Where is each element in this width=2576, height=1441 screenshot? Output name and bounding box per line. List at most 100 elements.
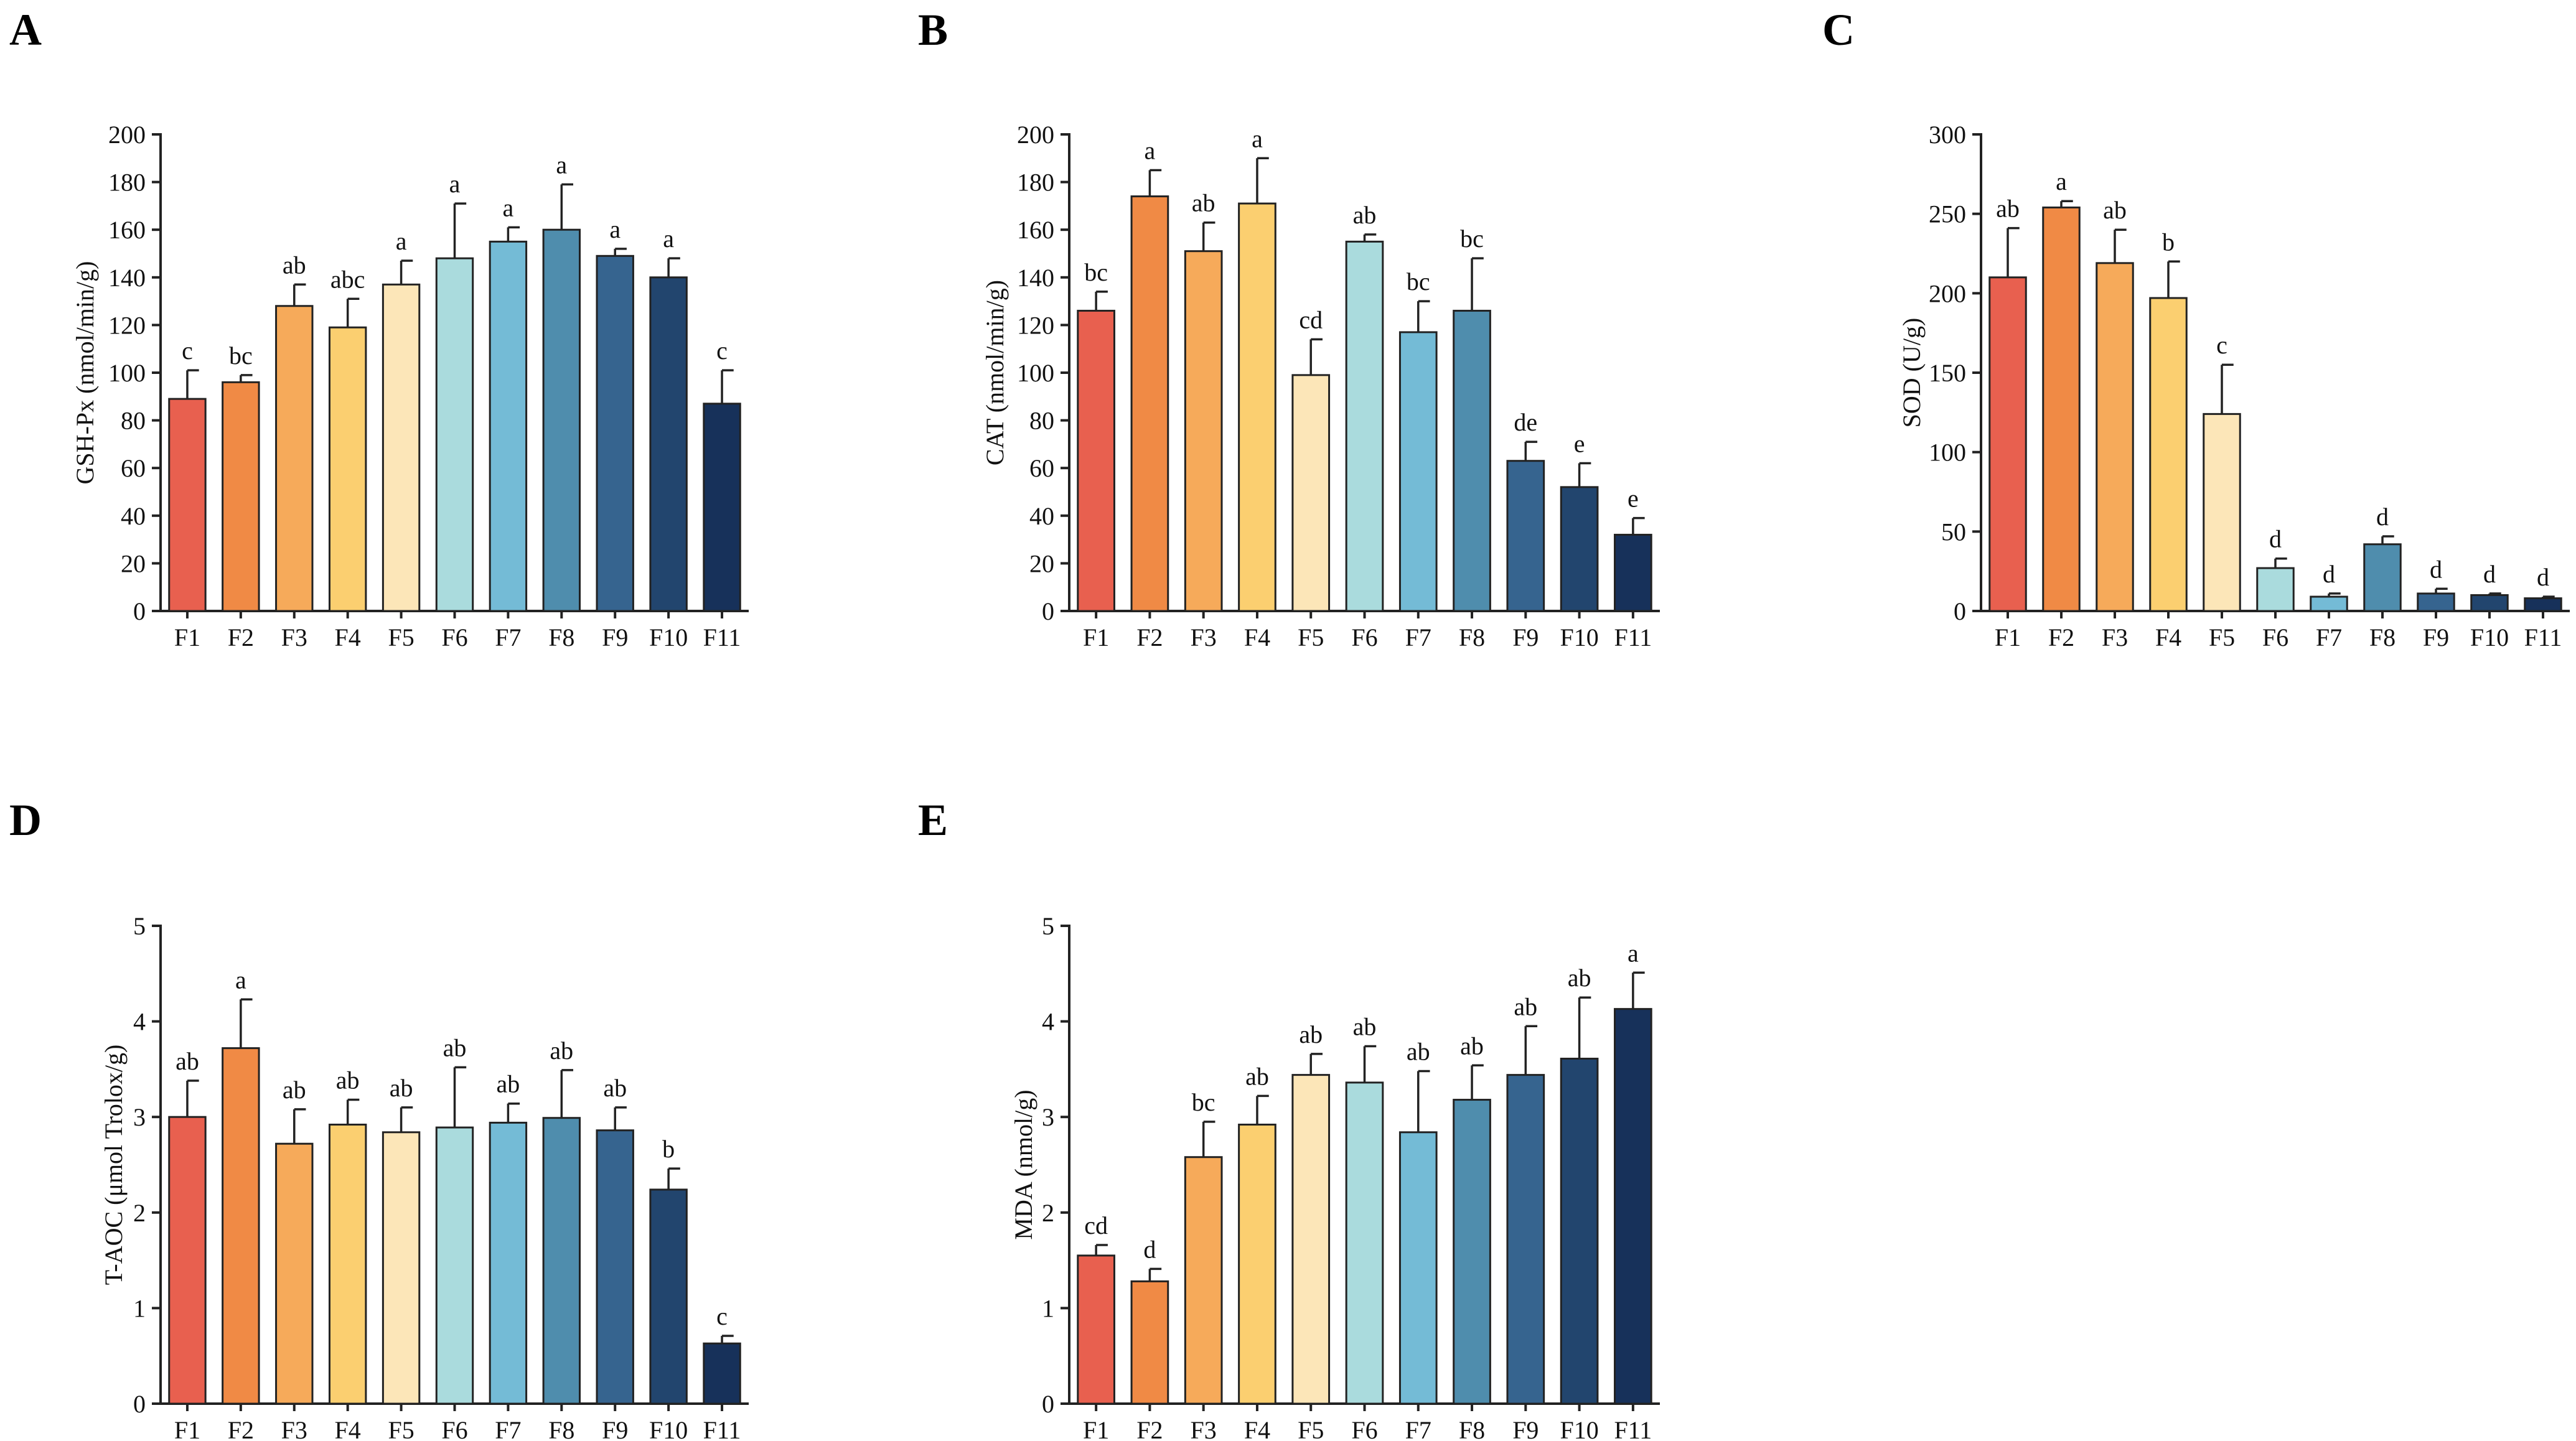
bar-f1: [1077, 1254, 1115, 1405]
bar-f6: [1345, 1081, 1384, 1405]
significance-label: a: [2056, 167, 2067, 195]
significance-label: d: [2430, 555, 2442, 583]
bar-f2: [1130, 195, 1169, 612]
bar-f3: [1184, 1156, 1223, 1405]
x-tick-label: F10: [649, 623, 688, 651]
significance-label: a: [663, 225, 674, 253]
y-tick-label: 5: [133, 912, 146, 940]
y-tick-label: 120: [1017, 311, 1054, 339]
bar-f1: [168, 1116, 207, 1405]
y-tick-label: 100: [108, 359, 146, 387]
significance-label: ab: [176, 1047, 199, 1075]
y-tick-label: 100: [1929, 439, 1966, 467]
x-tick-label: F8: [548, 623, 574, 651]
bar-f2: [1130, 1280, 1169, 1405]
chart-panel-a: A 0 20 40 60 80 100 120 140 160 180 200 GSH-Px (nmol…: [9, 5, 749, 651]
significance-label: d: [2376, 503, 2389, 531]
y-tick-label: 4: [1042, 1008, 1054, 1036]
x-tick-label: F10: [649, 1416, 688, 1441]
x-tick-label: F5: [1298, 623, 1324, 651]
bar-f5: [1291, 374, 1331, 612]
significance-label: c: [716, 337, 728, 365]
bar-f11: [2524, 597, 2562, 612]
significance-label: d: [2323, 560, 2335, 588]
x-tick-label: F3: [281, 1416, 307, 1441]
x-tick-label: F6: [441, 623, 467, 651]
significance-label: de: [1514, 408, 1537, 436]
x-tick-label: F1: [174, 623, 200, 651]
x-tick-label: F9: [1512, 1416, 1539, 1441]
y-tick-label: 50: [1941, 518, 1966, 546]
y-axis-label: MDA (nmol/g): [1009, 1089, 1037, 1239]
bar-f9: [596, 1129, 634, 1405]
x-tick-label: F5: [388, 1416, 414, 1441]
panel-letter: C: [1822, 5, 1855, 55]
y-tick-label: 0: [1042, 597, 1054, 625]
chart-panel-d: D 0 1 2 3 4 5 T-AOC (μmol Trolox/g) ab F1 a F2 ab F3 a…: [9, 795, 749, 1441]
x-tick-label: F9: [1512, 623, 1539, 651]
significance-label: ab: [1299, 1020, 1323, 1048]
bar-f9: [1506, 460, 1545, 612]
bar-f6: [1345, 240, 1384, 612]
significance-label: bc: [1460, 225, 1484, 253]
bar-f3: [1184, 250, 1223, 612]
y-axis-label: CAT (nmol/min/g): [981, 280, 1009, 465]
x-tick-label: F4: [335, 1416, 361, 1441]
bar-f11: [1614, 1008, 1652, 1405]
x-tick-label: F4: [1244, 623, 1270, 651]
significance-label: d: [2537, 563, 2549, 591]
significance-label: a: [396, 227, 407, 255]
x-tick-label: F6: [1351, 623, 1377, 651]
bar-f7: [2310, 595, 2348, 612]
y-axis-label: T-AOC (μmol Trolox/g): [100, 1045, 128, 1285]
significance-label: ab: [550, 1037, 573, 1065]
significance-label: ab: [1245, 1062, 1269, 1090]
y-tick-label: 150: [1929, 359, 1966, 387]
y-tick-label: 200: [108, 121, 146, 149]
bar-f7: [489, 240, 528, 612]
significance-label: ab: [1568, 964, 1591, 992]
significance-label: a: [1628, 939, 1639, 967]
bar-f7: [1398, 331, 1438, 612]
bar-f8: [1453, 1099, 1491, 1405]
x-tick-label: F11: [1614, 623, 1652, 651]
bar-f3: [2096, 262, 2134, 612]
bar-f11: [1614, 533, 1652, 612]
y-tick-label: 20: [1029, 549, 1054, 577]
bar-f1: [1077, 309, 1115, 612]
x-tick-label: F2: [228, 623, 254, 651]
significance-label: a: [1145, 136, 1156, 164]
significance-label: ab: [497, 1070, 520, 1098]
significance-label: ab: [283, 1076, 306, 1104]
bar-f11: [703, 1342, 741, 1405]
y-tick-label: 3: [1042, 1103, 1054, 1131]
x-tick-label: F7: [1405, 1416, 1431, 1441]
y-tick-label: 80: [121, 407, 146, 435]
bar-f9: [596, 254, 634, 612]
y-tick-label: 250: [1929, 200, 1966, 228]
y-tick-label: 140: [108, 264, 146, 292]
y-tick-label: 40: [121, 502, 146, 530]
bar-f9: [2417, 592, 2455, 612]
significance-label: d: [2269, 525, 2282, 553]
chart-panel-e: E 0 1 2 3 4 5 MDA (nmol/g) cd F1 d F2 bc F3 ab F4 ab F5 ab…: [918, 795, 1660, 1441]
x-tick-label: F7: [495, 1416, 521, 1441]
bar-f8: [542, 228, 581, 612]
panel-letter: D: [9, 795, 42, 845]
bar-f1: [168, 398, 207, 612]
bar-f4: [328, 326, 367, 612]
y-tick-label: 60: [1029, 454, 1054, 482]
x-tick-label: F4: [335, 623, 361, 651]
y-tick-label: 3: [133, 1103, 146, 1131]
x-tick-label: F10: [1560, 1416, 1598, 1441]
y-tick-label: 1: [1042, 1294, 1054, 1322]
x-tick-label: F8: [548, 1416, 574, 1441]
bar-f3: [275, 1142, 314, 1405]
x-tick-label: F5: [1298, 1416, 1324, 1441]
bar-f10: [2470, 594, 2509, 612]
significance-label: ab: [336, 1066, 360, 1094]
y-tick-label: 4: [133, 1008, 146, 1036]
bar-f4: [328, 1123, 367, 1405]
bar-f1: [1988, 276, 2027, 612]
y-axis-label: SOD (U/g): [1898, 318, 1926, 428]
